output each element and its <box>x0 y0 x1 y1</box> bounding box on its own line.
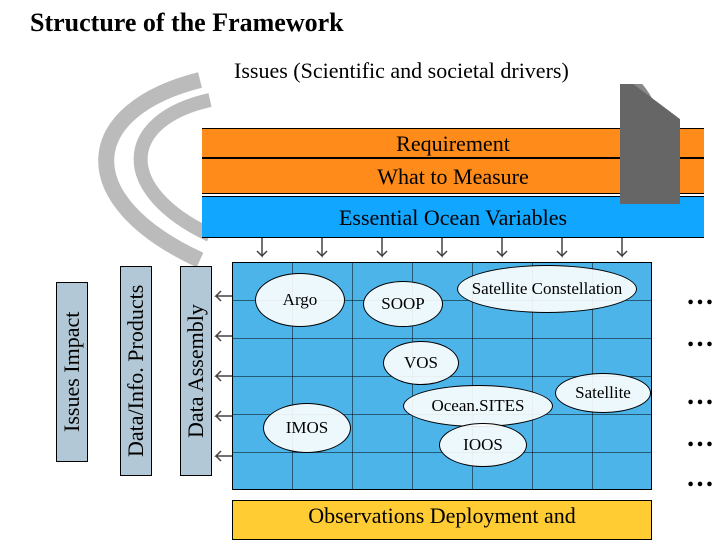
ellipsis-2: … <box>686 322 714 354</box>
ellipsis-1: … <box>686 280 714 312</box>
node-satellite-constellation: Satellite Constellation <box>457 265 637 313</box>
node-vos: VOS <box>383 341 459 385</box>
node-oceansites: Ocean.SITES <box>403 385 553 427</box>
down-arrow-icon <box>620 84 680 204</box>
node-imos: IMOS <box>263 403 351 453</box>
ellipsis-3: … <box>686 380 714 412</box>
ellipsis-4: … <box>686 422 714 454</box>
issues-header: Issues (Scientific and societal drivers) <box>234 58 569 84</box>
data-info-products-bar: Data/Info. Products <box>120 266 152 476</box>
ellipsis-5: … <box>686 462 714 494</box>
data-assembly-bar: Data Assembly <box>180 266 212 476</box>
node-satellite: Satellite <box>555 373 651 413</box>
issues-impact-bar: Issues Impact <box>56 282 88 462</box>
node-ioos: IOOS <box>439 423 527 467</box>
node-argo: Argo <box>255 273 345 327</box>
page-title: Structure of the Framework <box>30 8 344 38</box>
components-grid: Argo SOOP Satellite Constellation VOS IM… <box>232 262 652 490</box>
observations-band: Observations Deployment and <box>232 500 652 540</box>
node-soop: SOOP <box>363 281 443 327</box>
